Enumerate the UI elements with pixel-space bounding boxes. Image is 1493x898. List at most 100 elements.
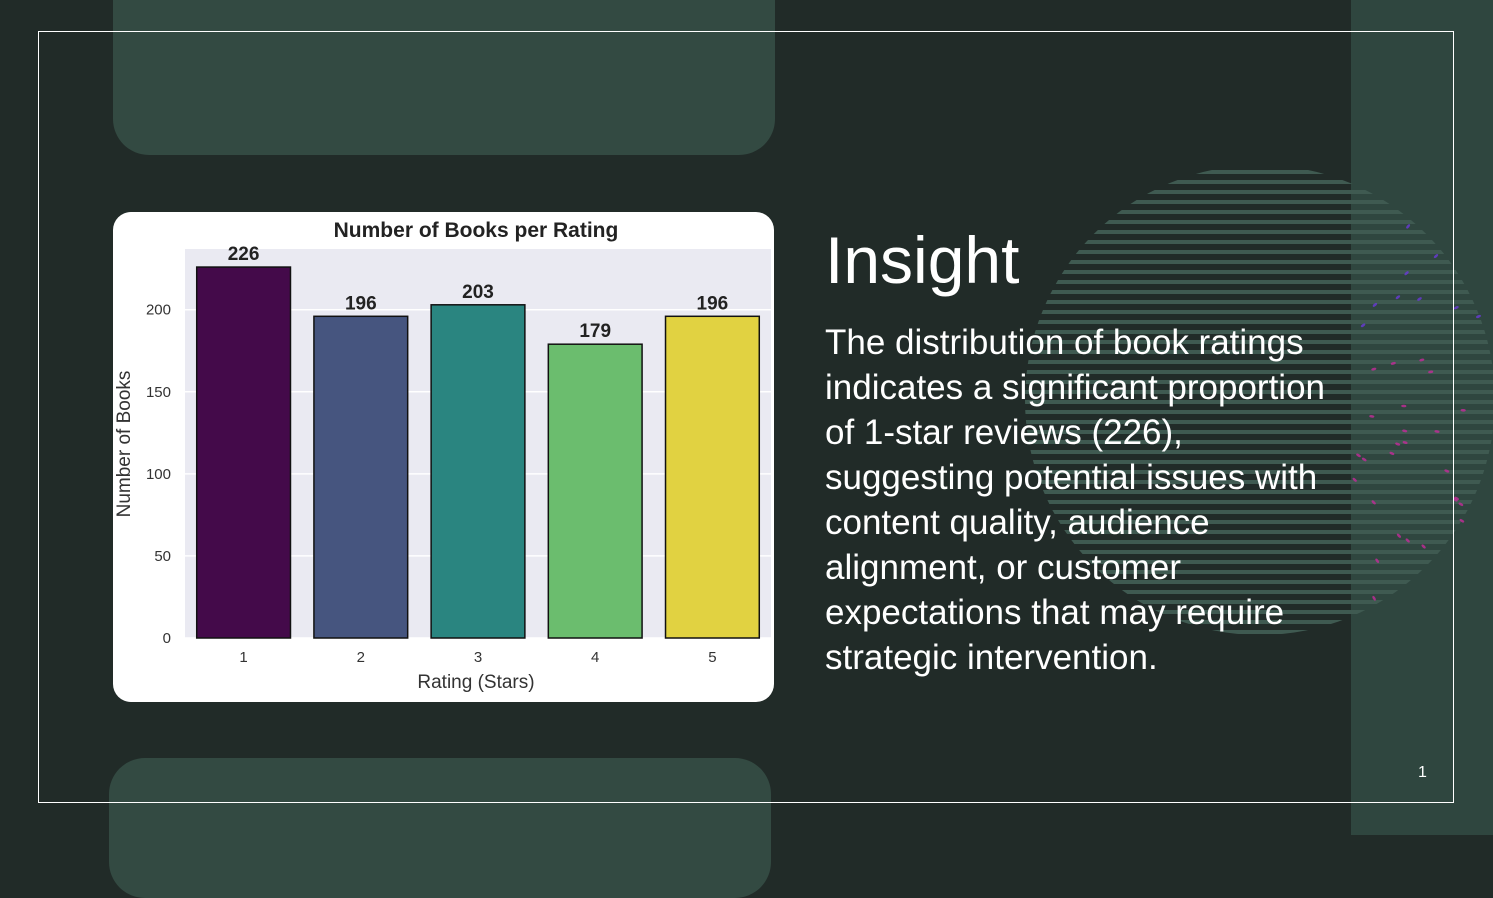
decorative-striped-orb bbox=[1025, 170, 1493, 634]
orb-stripe bbox=[1025, 400, 1493, 404]
orb-dot bbox=[1404, 271, 1409, 276]
orb-dot bbox=[1406, 224, 1411, 229]
bar-value-label: 196 bbox=[345, 293, 377, 314]
orb-stripe bbox=[1025, 490, 1493, 494]
orb-stripe bbox=[1025, 630, 1493, 634]
orb-stripe bbox=[1025, 290, 1493, 294]
orb-stripe bbox=[1025, 370, 1493, 374]
orb-stripe bbox=[1025, 340, 1493, 344]
orb-dot bbox=[1402, 441, 1408, 444]
orb-dot bbox=[1459, 519, 1465, 523]
orb-dot bbox=[1361, 457, 1367, 462]
decorative-panel-top bbox=[113, 0, 775, 155]
x-tick-label: 5 bbox=[708, 649, 716, 666]
orb-dot bbox=[1360, 323, 1366, 328]
orb-dot bbox=[1453, 306, 1459, 310]
orb-stripe bbox=[1025, 520, 1493, 524]
y-tick-label: 200 bbox=[146, 302, 171, 319]
orb-dot bbox=[1476, 314, 1481, 319]
orb-dot bbox=[1419, 358, 1425, 362]
bar-value-label: 203 bbox=[462, 282, 494, 303]
orb-dot bbox=[1356, 453, 1361, 458]
y-tick-label: 150 bbox=[146, 384, 171, 401]
y-axis-label: Number of Books bbox=[114, 371, 135, 518]
orb-stripe bbox=[1025, 300, 1493, 304]
bar-rating-3 bbox=[430, 304, 526, 639]
orb-dot bbox=[1395, 442, 1401, 446]
orb-stripe bbox=[1025, 220, 1493, 224]
x-axis-label: Rating (Stars) bbox=[417, 672, 534, 693]
orb-stripe bbox=[1025, 410, 1493, 414]
bar-value-label: 226 bbox=[228, 244, 260, 265]
orb-stripe bbox=[1025, 570, 1493, 574]
orb-stripe bbox=[1025, 430, 1493, 434]
orb-stripe bbox=[1025, 460, 1493, 464]
chart-title: Number of Books per Rating bbox=[334, 219, 619, 242]
orb-stripe bbox=[1025, 530, 1493, 534]
x-tick-label: 1 bbox=[239, 649, 247, 666]
orb-stripe bbox=[1025, 190, 1493, 194]
orb-dot bbox=[1417, 297, 1422, 301]
orb-stripe bbox=[1025, 250, 1493, 254]
orb-stripe bbox=[1025, 510, 1493, 514]
page-number: 1 bbox=[1418, 764, 1427, 781]
x-tick-label: 4 bbox=[591, 649, 599, 666]
orb-dot bbox=[1405, 538, 1410, 543]
orb-dot bbox=[1375, 558, 1380, 564]
bar-value-label: 196 bbox=[697, 293, 729, 314]
insight-paragraph: The distribution of book ratings indicat… bbox=[825, 323, 1326, 677]
orb-dot bbox=[1372, 595, 1376, 601]
orb-dot bbox=[1402, 429, 1408, 433]
orb-stripe bbox=[1025, 470, 1493, 474]
orb-dot bbox=[1396, 533, 1401, 538]
bar-rating-4 bbox=[547, 343, 643, 639]
orb-stripe bbox=[1025, 330, 1493, 334]
orb-dot bbox=[1395, 295, 1401, 300]
bar-rating-1 bbox=[195, 266, 292, 639]
orb-stripe bbox=[1025, 420, 1493, 424]
orb-dot bbox=[1389, 451, 1395, 455]
orb-dot bbox=[1434, 430, 1440, 433]
orb-stripe bbox=[1025, 560, 1493, 564]
orb-stripe bbox=[1025, 230, 1493, 234]
orb-stripe bbox=[1025, 610, 1493, 614]
orb-stripe bbox=[1025, 590, 1493, 594]
orb-dot bbox=[1453, 498, 1458, 502]
orb-dot bbox=[1460, 408, 1466, 412]
decorative-panel-right bbox=[1351, 0, 1493, 835]
orb-stripe bbox=[1025, 320, 1493, 324]
slide-title: Insight bbox=[825, 223, 1020, 297]
orb-stripe bbox=[1025, 360, 1493, 364]
orb-stripe bbox=[1025, 180, 1493, 184]
orb-stripe bbox=[1025, 310, 1493, 314]
orb-stripe bbox=[1025, 620, 1493, 624]
bar-chart-card: Number of Books per Rating 226 196 203 179 1… bbox=[113, 212, 774, 702]
orb-stripe bbox=[1025, 440, 1493, 444]
y-tick-label: 0 bbox=[163, 630, 171, 647]
orb-dot bbox=[1390, 361, 1396, 365]
orb-dot bbox=[1369, 415, 1375, 418]
x-tick-label: 2 bbox=[357, 649, 365, 666]
orb-dot bbox=[1371, 500, 1376, 505]
orb-dot bbox=[1444, 469, 1450, 473]
bar-rating-2 bbox=[313, 315, 409, 639]
orb-stripe bbox=[1025, 540, 1493, 544]
orb-dot bbox=[1371, 367, 1377, 371]
orb-stripe bbox=[1025, 170, 1493, 174]
orb-dot bbox=[1433, 254, 1439, 259]
orb-dot bbox=[1372, 302, 1378, 307]
orb-dot bbox=[1421, 544, 1426, 549]
bar-rating-5 bbox=[664, 315, 761, 639]
orb-stripe bbox=[1025, 480, 1493, 484]
orb-dot bbox=[1454, 496, 1459, 501]
orb-stripe bbox=[1025, 500, 1493, 504]
orb-stripe bbox=[1025, 200, 1493, 204]
orb-stripe bbox=[1025, 210, 1493, 214]
orb-stripe bbox=[1025, 240, 1493, 244]
orb-dot bbox=[1352, 477, 1357, 482]
orb-stripe bbox=[1025, 580, 1493, 584]
orb-stripe bbox=[1025, 450, 1493, 454]
orb-dot bbox=[1401, 404, 1407, 408]
orb-stripe bbox=[1025, 550, 1493, 554]
y-tick-label: 100 bbox=[146, 466, 171, 483]
